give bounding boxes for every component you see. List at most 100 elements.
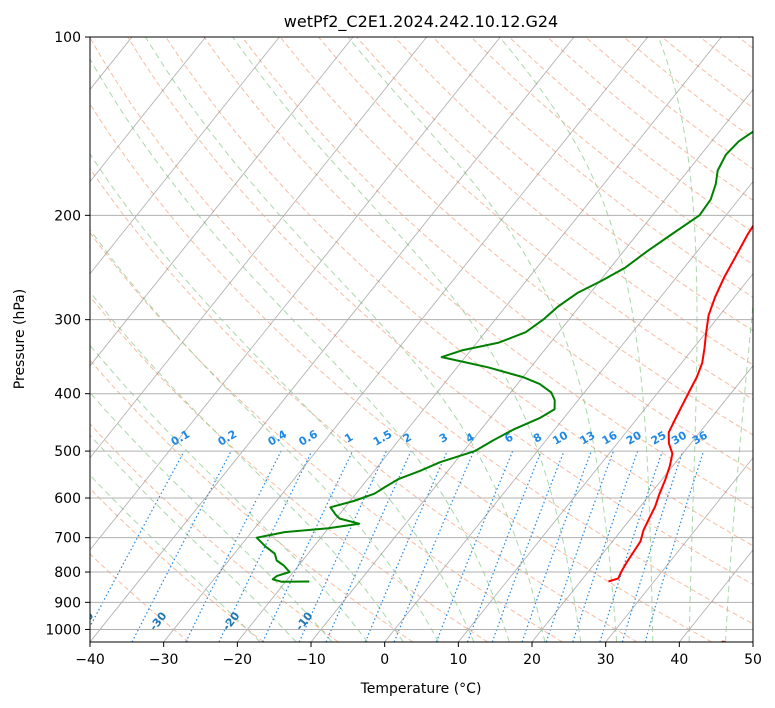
mixing-ratio-label: 36	[690, 428, 710, 447]
y-tick-label: 900	[54, 595, 81, 611]
dry-adiabat-line	[241, 37, 753, 472]
y-tick-label: 700	[54, 531, 81, 547]
dry-adiabat-line	[737, 37, 753, 49]
y-tick-label: 500	[54, 444, 81, 460]
isotherm-line	[90, 37, 428, 459]
mixing-ratio-line	[325, 450, 412, 642]
x-axis-label: Temperature (°C)	[360, 681, 482, 697]
mixing-ratio-label: 0.4	[266, 427, 290, 448]
isotherm-line	[90, 37, 354, 367]
mixing-ratio-line	[364, 450, 448, 642]
mixing-ratio-label: 0.1	[169, 428, 192, 449]
dry-adiabat-line	[318, 37, 753, 401]
x-tick-label: 30	[597, 652, 615, 668]
dry-adiabat-line	[508, 37, 753, 233]
dry-adiabat-line	[699, 37, 753, 79]
isotherm-line	[90, 37, 207, 183]
dry-adiabat-line	[279, 37, 753, 436]
mixing-ratio-label: 3	[437, 431, 450, 446]
mixing-ratio-line	[521, 450, 592, 642]
mixing-ratio-line	[435, 450, 514, 642]
dry-adiabat-line	[90, 103, 712, 642]
dry-adiabat-label: 0	[503, 698, 518, 708]
dry-adiabat-line	[90, 37, 753, 625]
y-tick-label: 300	[54, 313, 81, 329]
y-tick-label: 400	[54, 387, 81, 403]
x-tick-label: 0	[380, 652, 389, 668]
mixing-ratio-label: 8	[531, 431, 544, 446]
axis-ticks: −40 −30 −20 −10 0 10 20 30 40 50 100 200 300 400 500 60…	[45, 30, 762, 668]
isotherm-line	[752, 641, 753, 642]
moist-adiabat-line	[145, 37, 546, 642]
moist-adiabat-line	[725, 299, 753, 642]
y-tick-label: 800	[54, 565, 81, 581]
dry-adiabat-label: -50	[1, 609, 24, 633]
moist-adiabat-line	[90, 474, 261, 642]
mixing-ratio-line	[545, 450, 614, 642]
x-tick-label: 10	[449, 652, 467, 668]
mixing-ratio-label: 25	[649, 429, 669, 448]
mixing-ratio-line	[90, 450, 185, 628]
mixing-ratio-label: 30	[669, 428, 689, 447]
y-tick-label: 600	[54, 491, 81, 507]
x-tick-label: 40	[670, 652, 688, 668]
x-tick-label: −10	[296, 652, 326, 668]
dry-adiabat-line	[432, 37, 753, 298]
isotherm-line	[163, 37, 649, 642]
y-tick-label: 100	[54, 30, 81, 46]
isotherm-line	[90, 37, 575, 642]
dry-adiabat-line	[90, 167, 638, 642]
moist-adiabat-line	[347, 37, 618, 642]
y-tick-label: 1000	[45, 622, 81, 638]
moist-adiabat-line	[232, 37, 582, 642]
isotherm-line	[90, 37, 280, 275]
dry-adiabat-line	[90, 231, 563, 642]
dry-adiabat-line	[90, 487, 264, 642]
dry-adiabat-line	[547, 37, 753, 201]
dry-adiabat-label: 10	[556, 680, 576, 700]
dry-adiabat-label: -40	[74, 609, 97, 633]
isotherm-line	[678, 549, 753, 642]
dry-adiabat-line	[203, 37, 753, 509]
isotherm-line	[457, 272, 753, 642]
dry-adiabat-line	[470, 37, 753, 266]
isotherm-line	[90, 37, 501, 551]
chart-title: wetPf2_C2E1.2024.242.10.12.G24	[284, 12, 558, 32]
isotherm-line	[236, 37, 722, 642]
moist-adiabat-line	[90, 434, 297, 642]
mixing-ratio-label: 0.6	[296, 427, 320, 448]
isotherm-line	[531, 365, 753, 642]
dry-adiabat-line	[90, 423, 339, 642]
isotherm-line	[0, 37, 58, 642]
mixing-ratio-label: 13	[578, 429, 598, 448]
dry-adiabat-line	[585, 37, 753, 170]
y-tick-label: 200	[54, 208, 81, 224]
mixing-ratio-label: 16	[600, 428, 620, 447]
plot-frame	[89, 36, 754, 643]
mixing-ratio-line	[572, 450, 639, 642]
temperature-profile-line	[608, 224, 753, 583]
mixing-ratio-line	[466, 450, 542, 642]
moist-adiabat-line	[499, 37, 654, 642]
mixing-ratio-line	[491, 450, 565, 642]
dry-adiabat-label: 20	[609, 665, 629, 685]
plot-area: -100-90-80-70-60-50-40-30-20-10010203040…	[0, 37, 753, 708]
mixing-ratio-label: 1	[342, 431, 355, 446]
x-tick-label: 20	[523, 652, 541, 668]
isotherm-line	[384, 180, 753, 642]
mixing-ratio-label: 1.5	[371, 428, 394, 449]
mixing-ratio-label: 2	[401, 431, 414, 446]
y-axis-label: Pressure (hPa)	[12, 289, 28, 389]
dry-adiabat-line	[90, 295, 488, 642]
mixing-ratio-line	[599, 450, 663, 642]
moist-adiabat-line	[90, 57, 510, 642]
x-tick-label: −20	[223, 652, 253, 668]
isotherm-line	[310, 88, 753, 642]
moist-adiabat-line	[90, 344, 369, 642]
dry-adiabat-line	[394, 37, 753, 332]
dry-adiabat-label: 40	[712, 637, 732, 657]
moist-adiabat-line	[90, 291, 404, 642]
isotherm-line	[605, 457, 753, 642]
moist-adiabat-line	[90, 228, 439, 642]
